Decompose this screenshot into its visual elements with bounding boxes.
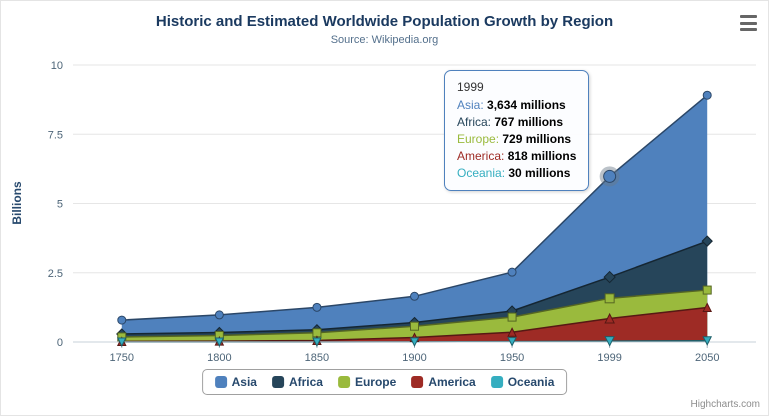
legend-swatch-oceania <box>490 376 503 388</box>
y-axis-tick-label: 5 <box>57 199 63 211</box>
series-area-america[interactable] <box>121 307 708 342</box>
hamburger-menu-icon <box>740 15 757 18</box>
marker-oceania[interactable] <box>312 337 322 348</box>
series-area-asia[interactable] <box>121 95 708 342</box>
legend-item-asia[interactable]: Asia <box>214 375 257 389</box>
tooltip-rows: Asia: 3,634 millions Africa: 767 millions… <box>457 97 576 182</box>
legend-label: Asia <box>231 375 257 389</box>
x-axis-tick-label: 1950 <box>500 352 524 364</box>
hamburger-menu-icon <box>740 28 757 31</box>
x-axis-tick-label: 1850 <box>305 352 329 364</box>
marker-europe[interactable] <box>507 312 517 322</box>
marker-europe[interactable] <box>604 293 615 304</box>
tooltip: 1999 Asia: 3,634 millions Africa: 767 mil… <box>444 70 590 191</box>
tooltip-header: 1999 <box>457 80 484 94</box>
legend: Asia Africa Europe America Oceania <box>201 369 568 395</box>
marker-asia[interactable] <box>603 169 617 183</box>
legend-label: Europe <box>354 375 397 389</box>
x-axis-tick-label: 1900 <box>402 352 426 364</box>
legend-item-america[interactable]: America <box>411 375 476 389</box>
legend-item-africa[interactable]: Africa <box>271 375 323 389</box>
marker-oceania[interactable] <box>507 337 517 347</box>
marker-asia[interactable] <box>214 310 224 320</box>
x-axis-tick-label: 1750 <box>110 352 134 364</box>
marker-asia[interactable] <box>117 315 127 325</box>
legend-swatch-asia <box>214 376 227 388</box>
marker-asia[interactable] <box>410 291 419 301</box>
marker-asia[interactable] <box>312 302 322 312</box>
marker-africa[interactable] <box>603 270 616 284</box>
export-menu-button[interactable] <box>740 15 757 31</box>
legend-label: Africa <box>288 375 323 389</box>
x-axis-tick-label: 1999 <box>597 352 621 364</box>
y-axis-tick-label: 7.5 <box>48 129 63 141</box>
legend-label: America <box>428 375 476 389</box>
chart-title: Historic and Estimated Worldwide Populat… <box>155 13 614 30</box>
marker-america[interactable] <box>702 302 713 312</box>
marker-oceania[interactable] <box>214 337 225 348</box>
x-axis-tick-label: 1800 <box>207 352 231 364</box>
legend-swatch-europe <box>337 376 350 388</box>
tooltip-row-asia: Asia: 3,634 millions <box>457 98 566 112</box>
y-axis-tick-label: 10 <box>51 60 63 72</box>
tooltip-row-oceania: Oceania: 30 millions <box>457 166 571 180</box>
legend-item-europe[interactable]: Europe <box>337 375 397 389</box>
y-axis-tick-label: 2.5 <box>48 268 63 280</box>
highcharts-credits[interactable]: Highcharts.com <box>690 399 760 410</box>
hamburger-menu-icon <box>740 21 757 25</box>
legend-swatch-africa <box>271 376 284 388</box>
x-axis-tick-label: 2050 <box>695 352 719 364</box>
legend-swatch-america <box>411 376 424 388</box>
marker-oceania[interactable] <box>116 337 127 348</box>
marker-asia[interactable] <box>702 90 712 100</box>
marker-europe[interactable] <box>702 285 712 295</box>
marker-oceania[interactable] <box>409 337 420 347</box>
marker-europe[interactable] <box>410 321 419 331</box>
tooltip-row-europe: Europe: 729 millions <box>457 132 572 146</box>
marker-oceania[interactable] <box>604 336 615 347</box>
legend-label: Oceania <box>507 375 555 389</box>
marker-america[interactable] <box>604 312 615 324</box>
legend-item-oceania[interactable]: Oceania <box>490 375 555 389</box>
y-axis-tick-label: 0 <box>57 337 63 349</box>
marker-america[interactable] <box>507 327 517 337</box>
marker-oceania[interactable] <box>702 336 713 346</box>
tooltip-row-america: America: 818 millions <box>457 149 577 163</box>
marker-asia[interactable] <box>507 267 517 277</box>
marker-africa[interactable] <box>701 235 713 247</box>
tooltip-row-africa: Africa: 767 millions <box>457 115 564 129</box>
chart-subtitle: Source: Wikipedia.org <box>330 34 439 46</box>
